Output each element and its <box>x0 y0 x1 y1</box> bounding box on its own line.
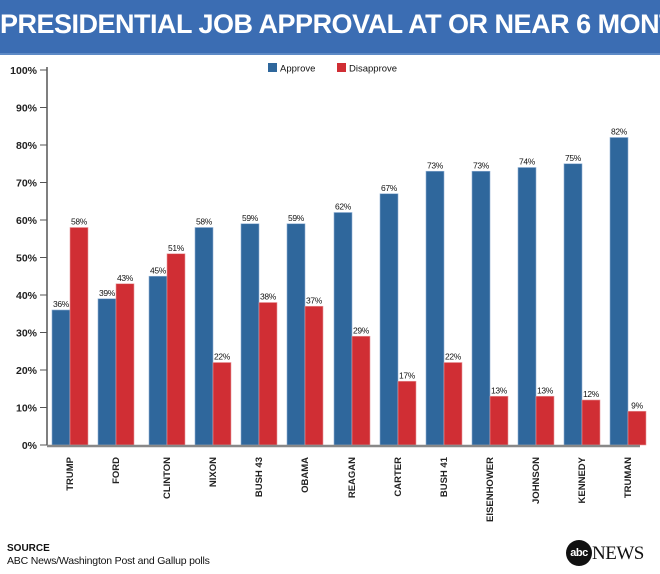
y-tick-label: 0% <box>22 440 38 452</box>
y-tick-label: 10% <box>16 403 38 415</box>
x-category-label: NIXON <box>208 457 219 487</box>
approve-bar <box>517 167 537 446</box>
disapprove-data-label: 29% <box>353 325 370 335</box>
y-tick-label: 30% <box>16 328 38 340</box>
news-wordmark: NEWS <box>592 543 644 564</box>
approve-bar <box>51 309 71 446</box>
approve-data-label: 82% <box>611 127 628 137</box>
approve-data-label: 74% <box>519 157 536 167</box>
approve-data-label: 59% <box>242 213 259 223</box>
x-category-label: CARTER <box>393 457 404 497</box>
disapprove-bar <box>489 395 509 446</box>
source-note: SOURCE ABC News/Washington Post and Gall… <box>7 543 210 568</box>
approve-bar <box>471 170 491 446</box>
legend-swatch-approve <box>268 63 277 72</box>
approve-data-label: 73% <box>427 160 444 170</box>
legend-label-disapprove: Disapprove <box>349 64 397 75</box>
y-tick-label: 100% <box>10 65 38 77</box>
approve-data-label: 67% <box>381 183 398 193</box>
disapprove-data-label: 22% <box>214 352 231 362</box>
approve-data-label: 45% <box>150 265 167 275</box>
legend-label-approve: Approve <box>280 64 315 75</box>
x-category-label: EISENHOWER <box>485 457 496 522</box>
disapprove-data-label: 38% <box>260 292 277 302</box>
approve-data-label: 58% <box>196 217 213 227</box>
approve-data-label: 59% <box>288 213 305 223</box>
y-tick-label: 90% <box>16 103 38 115</box>
approve-data-label: 39% <box>99 288 116 298</box>
disapprove-data-label: 51% <box>168 243 185 253</box>
approve-bar <box>286 223 306 446</box>
y-tick-label: 40% <box>16 290 38 302</box>
disapprove-bar <box>351 335 371 446</box>
disapprove-bar <box>535 395 555 446</box>
x-category-label: BUSH 41 <box>439 456 450 497</box>
disapprove-data-label: 43% <box>117 273 134 283</box>
approve-bar <box>609 137 629 446</box>
approve-bar <box>379 193 399 446</box>
disapprove-bar <box>69 227 89 446</box>
y-tick-label: 20% <box>16 365 38 377</box>
approve-data-label: 75% <box>565 153 582 163</box>
x-category-label: KENNEDY <box>577 456 588 503</box>
x-category-label: JOHNSON <box>531 457 542 504</box>
disapprove-bar <box>627 410 647 446</box>
approve-data-label: 73% <box>473 160 490 170</box>
y-tick-label: 60% <box>16 215 38 227</box>
title-banner: PRESIDENTIAL JOB APPROVAL AT OR NEAR 6 M… <box>0 0 660 55</box>
abc-news-logo: abc NEWS <box>566 540 656 568</box>
source-text: ABC News/Washington Post and Gallup poll… <box>7 555 210 567</box>
x-category-label: REAGAN <box>347 457 358 498</box>
disapprove-bar <box>258 302 278 446</box>
disapprove-data-label: 9% <box>631 400 643 410</box>
x-category-label: CLINTON <box>162 457 173 499</box>
x-category-label: BUSH 43 <box>254 457 265 497</box>
approve-bar <box>97 298 117 446</box>
disapprove-data-label: 12% <box>583 389 600 399</box>
approve-data-label: 36% <box>53 299 70 309</box>
bar-chart: 0% 10% 20% 30% 40% 50% 60% 70% 80% 90% 100% 36% 58% T… <box>10 63 647 522</box>
disapprove-bar <box>581 399 601 446</box>
x-category-label: TRUMAN <box>623 457 634 498</box>
approve-bar <box>194 227 214 446</box>
approve-bar <box>425 170 445 446</box>
y-tick-label: 50% <box>16 253 38 265</box>
approve-bar <box>240 223 260 446</box>
legend-swatch-disapprove <box>337 63 346 72</box>
disapprove-bar <box>212 362 232 446</box>
disapprove-data-label: 17% <box>399 370 416 380</box>
source-label: SOURCE <box>7 543 50 554</box>
disapprove-data-label: 13% <box>537 385 554 395</box>
disapprove-data-label: 58% <box>71 217 88 227</box>
disapprove-bar <box>397 380 417 446</box>
disapprove-bar <box>304 305 324 446</box>
approve-bar <box>563 163 583 446</box>
disapprove-data-label: 13% <box>491 385 508 395</box>
disapprove-data-label: 22% <box>445 352 462 362</box>
x-category-label: OBAMA <box>300 457 311 493</box>
approve-data-label: 62% <box>335 202 352 212</box>
disapprove-bar <box>115 283 135 446</box>
x-category-label: TRUMP <box>65 456 76 490</box>
x-category-label: FORD <box>111 457 122 484</box>
disapprove-bar <box>443 362 463 446</box>
approve-bar <box>333 212 353 446</box>
y-tick-label: 70% <box>16 178 38 190</box>
abc-logo-circle: abc <box>566 540 592 566</box>
y-tick-label: 80% <box>16 140 38 152</box>
disapprove-data-label: 37% <box>306 295 323 305</box>
chart-title: PRESIDENTIAL JOB APPROVAL AT OR NEAR 6 M… <box>0 9 660 39</box>
approve-bar <box>148 275 168 446</box>
disapprove-bar <box>166 253 186 446</box>
